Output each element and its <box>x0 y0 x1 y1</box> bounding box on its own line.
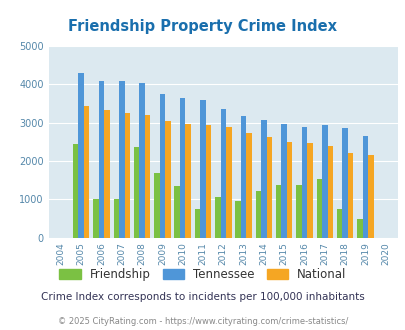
Bar <box>362 136 367 238</box>
Bar <box>341 128 347 238</box>
Bar <box>205 125 211 238</box>
Bar <box>301 127 307 238</box>
Bar <box>356 219 362 238</box>
Bar <box>220 109 226 238</box>
Bar <box>139 83 145 238</box>
Bar <box>159 94 165 238</box>
Bar <box>260 120 266 238</box>
Bar <box>266 137 271 238</box>
Bar <box>347 153 352 238</box>
Bar <box>154 173 159 238</box>
Bar <box>316 180 321 238</box>
Bar <box>367 155 373 238</box>
Text: Friendship Property Crime Index: Friendship Property Crime Index <box>68 19 337 34</box>
Bar <box>124 113 130 238</box>
Bar <box>134 147 139 238</box>
Bar <box>327 147 332 238</box>
Bar <box>296 185 301 238</box>
Bar <box>226 127 231 238</box>
Bar <box>165 121 170 238</box>
Bar <box>240 116 246 238</box>
Legend: Friendship, Tennessee, National: Friendship, Tennessee, National <box>54 263 351 286</box>
Bar <box>321 125 327 238</box>
Bar <box>185 124 190 238</box>
Bar <box>200 100 205 238</box>
Bar <box>119 82 124 238</box>
Bar <box>286 142 292 238</box>
Bar <box>174 186 179 238</box>
Bar <box>194 209 200 238</box>
Bar <box>179 98 185 238</box>
Bar <box>73 144 78 238</box>
Bar <box>255 190 260 238</box>
Bar <box>104 110 109 238</box>
Bar <box>78 73 84 238</box>
Bar <box>215 197 220 238</box>
Bar <box>307 144 312 238</box>
Text: Crime Index corresponds to incidents per 100,000 inhabitants: Crime Index corresponds to incidents per… <box>41 292 364 302</box>
Bar <box>84 106 89 238</box>
Bar <box>275 185 281 238</box>
Bar <box>336 209 341 238</box>
Bar <box>113 199 119 238</box>
Bar <box>235 201 240 238</box>
Bar <box>98 81 104 238</box>
Bar <box>246 133 251 238</box>
Text: © 2025 CityRating.com - https://www.cityrating.com/crime-statistics/: © 2025 CityRating.com - https://www.city… <box>58 317 347 326</box>
Bar <box>93 199 98 238</box>
Bar <box>145 115 150 238</box>
Bar <box>281 124 286 238</box>
